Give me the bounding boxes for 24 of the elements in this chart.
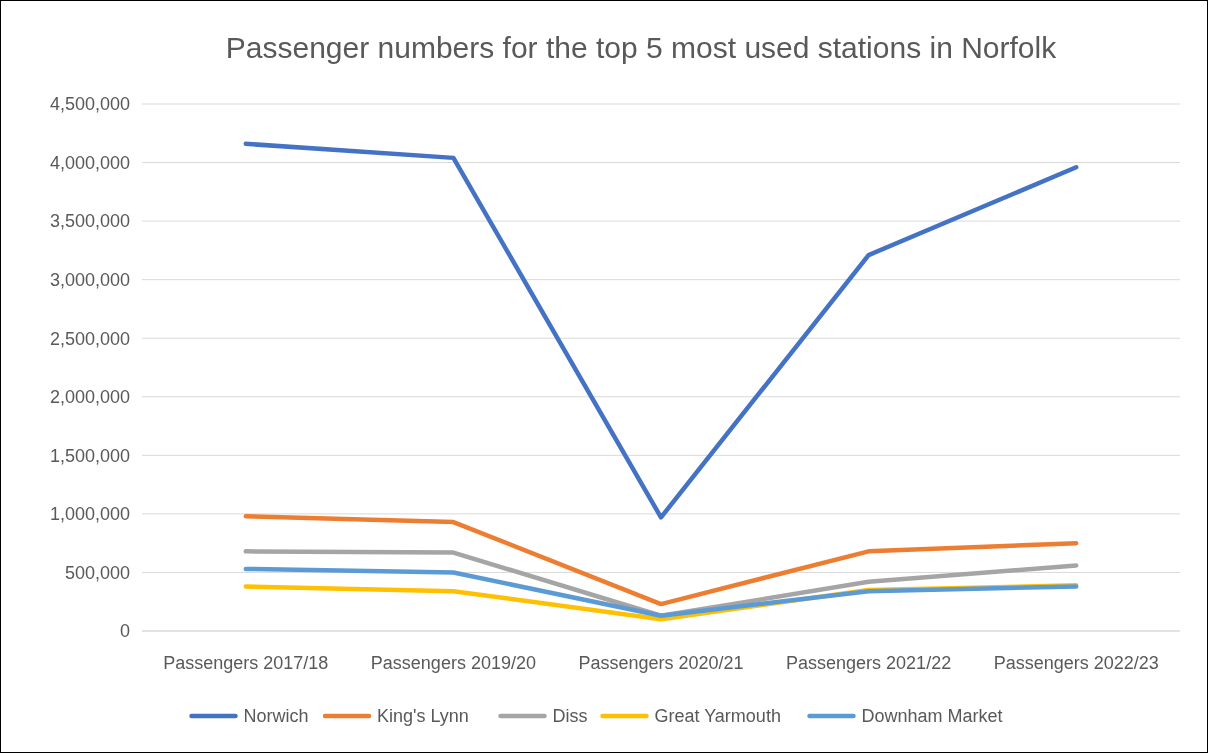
- y-tick-label: 4,000,000: [49, 152, 130, 173]
- x-tick-label: Passengers 2020/21: [578, 653, 744, 673]
- line-series: [243, 141, 1079, 520]
- x-tick-label: Passengers 2017/18: [163, 653, 329, 673]
- x-tick-label: Passengers 2019/20: [370, 653, 536, 673]
- y-tick-label: 2,500,000: [49, 328, 130, 349]
- chart-title: Passenger numbers for the top 5 most used stations in Norfolk: [225, 31, 1058, 64]
- legend-label: Diss: [552, 706, 588, 727]
- y-tick-label: 3,500,000: [49, 211, 130, 232]
- line-series: [243, 566, 1079, 619]
- legend-label: Downham Market: [861, 706, 1003, 727]
- y-tick-label: 0: [119, 621, 130, 642]
- x-tick-label: Passengers 2022/23: [993, 653, 1159, 673]
- legend-label: Great Yarmouth: [654, 706, 781, 727]
- y-tick-label: 2,000,000: [49, 387, 130, 408]
- legend-label: King's Lynn: [377, 706, 469, 727]
- x-tick-label: Passengers 2021/22: [786, 653, 952, 673]
- y-tick-label: 1,500,000: [49, 445, 130, 466]
- y-tick-label: 4,500,000: [49, 94, 130, 115]
- y-tick-label: 1,000,000: [49, 504, 130, 525]
- y-tick-label: 500,000: [64, 562, 130, 583]
- line-series: [243, 513, 1079, 607]
- y-tick-label: 3,000,000: [49, 269, 130, 290]
- legend-label: Norwich: [243, 706, 309, 727]
